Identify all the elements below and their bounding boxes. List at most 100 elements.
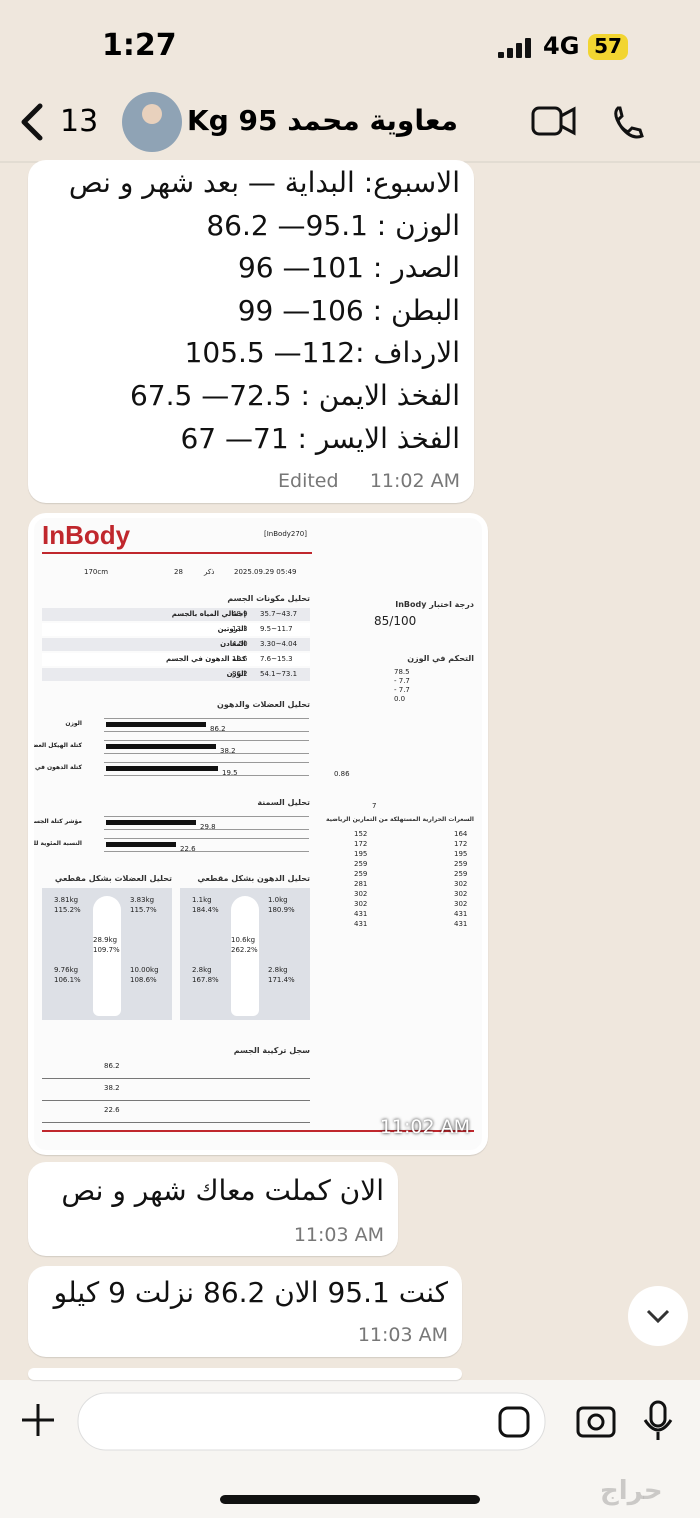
row-label: كتلة الدهون في الجسم [166,655,246,663]
calorie-value: 195 [354,850,368,858]
message-time: 11:02 AM [369,470,460,492]
segment-pct: 106.1% [54,976,81,984]
segment-kg: 2.8kg [192,966,212,974]
message-line: الاسبوع: البداية — بعد شهر و نص [68,166,460,199]
score-value: 85/100 [374,614,417,628]
history-value: 38.2 [104,1084,120,1092]
message-text: الان كملت معاك شهر و نص [61,1174,384,1207]
sticker-icon[interactable] [498,1406,530,1438]
bar [106,766,218,771]
row-bg [42,638,310,651]
row-range: 9.5~11.7 [260,625,293,633]
calorie-value: 302 [354,900,368,908]
image-bubble[interactable]: InBody [InBody270] 170cm 28 ذكر 2025.09.29 05… [28,513,488,1155]
row-label: المعادن [220,640,246,648]
row-bg [42,653,310,666]
segment-kg: 2.8kg [268,966,288,974]
inbody-report[interactable]: InBody [InBody270] 170cm 28 ذكر 2025.09.29 05… [34,518,482,1150]
calorie-value: 259 [354,870,368,878]
id-field: 170cm [84,568,109,576]
bar-label: مؤشر كتلة الجسم [34,818,82,825]
history-value: 22.6 [104,1106,120,1114]
segment-pct: 262.2% [231,946,258,954]
contact-name[interactable]: معاوية محمد 95 Kg [187,104,458,137]
message-text: كنت 95.1 الان 86.2 نزلت 9 كيلو [53,1276,448,1309]
calorie-value: 259 [354,860,368,868]
report-model: [InBody270] [264,530,307,538]
body-silhouette [93,896,121,1016]
video-icon-lens [560,106,576,136]
segment-pct: 184.4% [192,906,219,914]
control-value: 0.0 [394,695,406,703]
section-title: سجل تركيبة الجسم [233,1046,310,1055]
message-input[interactable] [77,1392,546,1451]
whr-value: 0.86 [334,770,350,778]
id-field: 28 [174,568,183,576]
history-value: 86.2 [104,1062,120,1070]
section-title: تحليل العضلات والدهون [217,700,310,709]
bar-value: 38.2 [220,747,236,755]
battery-level: 57 [594,34,622,58]
message-time: 11:03 AM [293,1224,384,1246]
section-title: تحليل العضلات بشكل مقطعي [54,874,172,883]
camera-icon[interactable] [576,1406,616,1438]
message-line: الارداف :112— 105.5 [184,336,460,370]
bar-track [104,740,309,754]
status-time: 1:27 [102,28,177,63]
segment-kg: 10.00kg [130,966,159,974]
bar-value: 29.8 [200,823,216,831]
message-line: الفخذ الايمن : 72.5— 67.5 [129,379,460,412]
calorie-value: 431 [454,920,468,928]
partial-bubble [28,1368,462,1380]
unread-count[interactable]: 13 [60,104,99,139]
calorie-value: 431 [354,910,368,918]
calorie-value: 152 [354,830,368,838]
message-line: الفخذ الايسر : 71— 67 [180,421,460,455]
visceral-value: 7 [372,802,377,810]
control-value: - 7.7 [394,686,410,694]
segment-kg: 3.81kg [54,896,79,904]
row-range: 3.30~4.04 [260,640,298,648]
bar-label: كتلة الدهون في الجسم [34,764,82,771]
bar-track [104,816,309,830]
bar [106,744,216,749]
id-field: 2025.09.29 05:49 [234,568,297,576]
bar-value: 86.2 [210,725,226,733]
row-value: 13.3 [232,625,248,633]
bar [106,842,176,847]
message-time: 11:03 AM [357,1324,448,1346]
video-icon[interactable] [531,106,563,136]
calorie-value: 302 [454,880,468,888]
scroll-down-button[interactable] [628,1286,688,1346]
message-line: الصدر : 101— 96 [237,251,460,285]
row-bg [42,623,310,636]
section-title: تحليل السمنة [257,798,310,807]
mic-stand [643,1419,673,1440]
body-silhouette [231,896,259,1016]
section-title: التحكم في الوزن [407,654,474,663]
mic-icon[interactable] [649,1400,667,1428]
message-bubble[interactable]: الاسبوع: البداية — بعد شهر و نص الوزن : 9… [28,160,474,503]
message-bubble[interactable]: الان كملت معاك شهر و نص 11:03 AM [28,1162,398,1256]
message-bubble[interactable]: كنت 95.1 الان 86.2 نزلت 9 كيلو 11:03 AM [28,1266,462,1357]
chevron [646,1309,670,1324]
history-row [42,1058,310,1079]
home-indicator [220,1495,480,1504]
row-range: 54.1~73.1 [260,670,298,678]
segment-kg: 3.83kg [130,896,155,904]
image-time: 11:02 AM [379,1116,470,1138]
report-logo: InBody [42,520,131,550]
calorie-value: 164 [454,830,468,838]
bar [106,820,196,825]
calorie-value: 431 [454,910,468,918]
message-line: البطن : 106— 99 [237,293,460,327]
back-icon[interactable] [21,103,43,141]
call-icon[interactable] [614,106,644,139]
bar-label: كتلة الهيكل العضلي [34,742,82,749]
section-title: السعرات الحرارية المستهلكة من التمارين ا… [326,816,474,823]
battery-icon [588,34,628,60]
section-title: تحليل مكونات الجسم [227,594,310,603]
calorie-value: 195 [454,850,468,858]
attach-icon[interactable] [22,1404,54,1436]
